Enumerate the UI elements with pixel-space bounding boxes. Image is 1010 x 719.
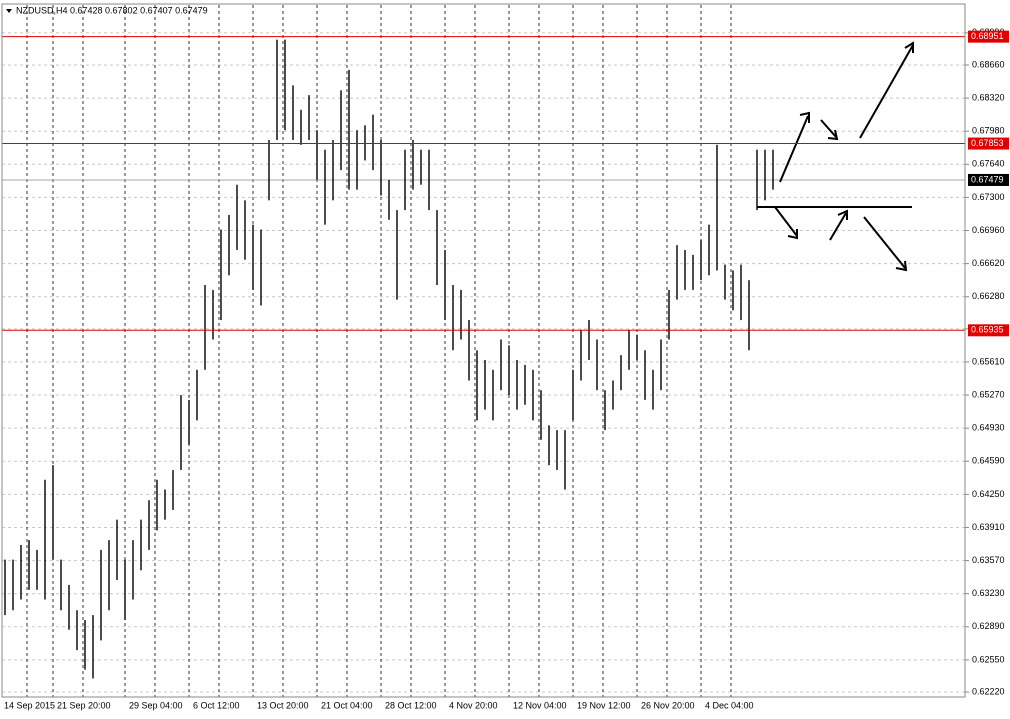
grid	[2, 5, 965, 697]
menu-triangle	[6, 9, 12, 13]
y-tick-label: 0.64250	[972, 489, 1005, 499]
arrow	[859, 41, 914, 139]
level-label-bg	[968, 324, 1009, 337]
x-tick-label: 21 Sep 20:00	[57, 700, 111, 710]
x-tick-label: 12 Nov 04:00	[513, 700, 567, 710]
y-tick-label: 0.65610	[972, 356, 1005, 366]
level-label: 0.67853	[971, 138, 1004, 148]
y-tick-label: 0.64930	[972, 423, 1005, 433]
x-tick-label: 19 Nov 12:00	[577, 700, 631, 710]
arrow	[863, 216, 908, 272]
y-tick-label: 0.67640	[972, 159, 1005, 169]
current-price-bg	[968, 173, 1009, 186]
y-tick-label: 0.67300	[972, 192, 1005, 202]
chart-title: NZDUSD,H4 0.67428 0.67802 0.67407 0.6747…	[16, 5, 208, 15]
y-tick-label: 0.63570	[972, 555, 1005, 565]
arrow	[774, 206, 798, 240]
y-tick-label: 0.68660	[972, 59, 1005, 69]
arrow	[779, 111, 810, 183]
x-tick-label: 4 Dec 04:00	[705, 700, 754, 710]
y-tick-label: 0.68320	[972, 92, 1005, 102]
y-tick-label: 0.64590	[972, 456, 1005, 466]
level-label-bg	[968, 137, 1009, 150]
y-tick-label: 0.66280	[972, 291, 1005, 301]
arrow	[820, 119, 839, 141]
plot-frame	[1, 3, 966, 698]
level-label: 0.68951	[971, 31, 1004, 41]
level-label-bg	[968, 30, 1009, 43]
x-tick-label: 26 Nov 20:00	[641, 700, 695, 710]
y-tick-label: 0.66960	[972, 225, 1005, 235]
level-label: 0.65935	[971, 325, 1004, 335]
y-tick-label: 0.65270	[972, 389, 1005, 399]
x-tick-label: 21 Oct 04:00	[321, 700, 373, 710]
y-tick-label: 0.66620	[972, 258, 1005, 268]
x-tick-label: 14 Sep 2015	[4, 700, 55, 710]
x-tick-label: 4 Nov 20:00	[449, 700, 498, 710]
x-tick-label: 29 Sep 04:00	[129, 700, 183, 710]
y-tick-label: 0.63910	[972, 522, 1005, 532]
y-tick-label: 0.62220	[972, 686, 1005, 696]
y-tick-label: 0.67980	[972, 126, 1005, 136]
x-tick-label: 13 Oct 20:00	[257, 700, 309, 710]
x-tick-label: 28 Oct 12:00	[385, 700, 437, 710]
y-tick-label: 0.62550	[972, 654, 1005, 664]
arrow	[829, 209, 848, 241]
x-tick-label: 6 Oct 12:00	[193, 700, 240, 710]
overlay	[2, 36, 965, 331]
drawn-arrows	[774, 41, 914, 272]
current-price-label: 0.67479	[971, 174, 1004, 184]
bars	[4, 39, 774, 679]
y-tick-label: 0.63230	[972, 588, 1005, 598]
y-tick-label: 0.62890	[972, 621, 1005, 631]
